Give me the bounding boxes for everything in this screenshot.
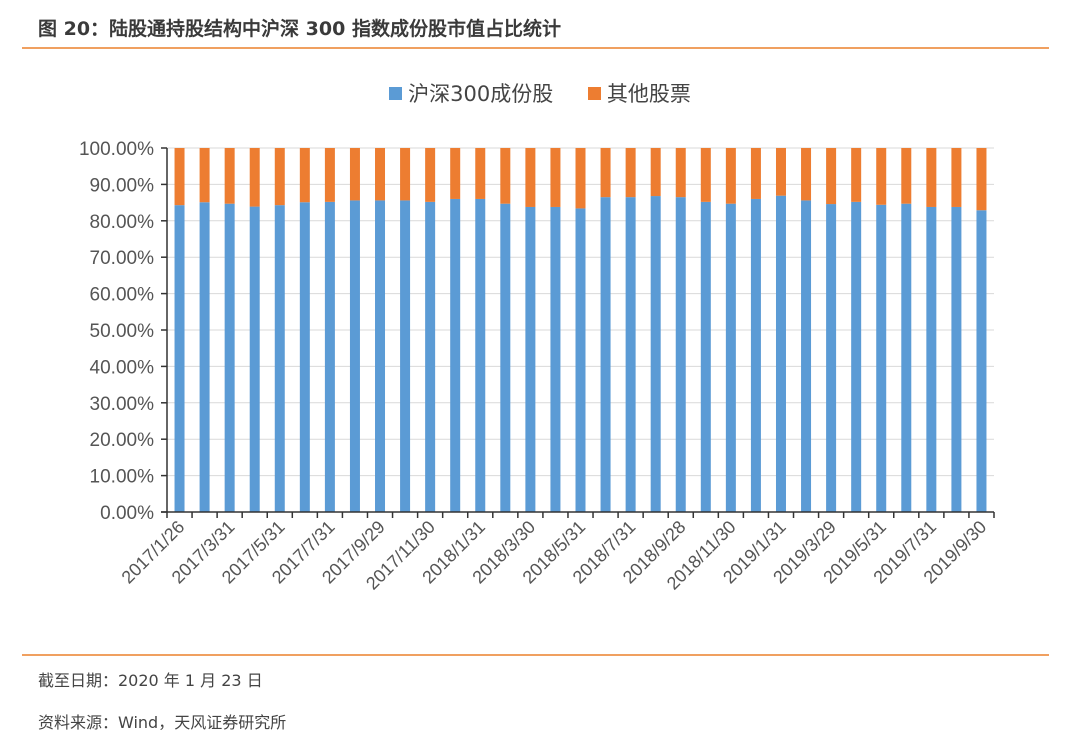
bar-other: [575, 148, 586, 209]
bar-other: [525, 148, 536, 207]
bar-hs300: [926, 206, 937, 512]
bar-hs300: [675, 197, 686, 512]
bar-hs300: [650, 196, 661, 512]
y-tick-label: 20.00%: [90, 430, 155, 451]
y-tick-label: 40.00%: [90, 357, 155, 378]
bar-other: [926, 148, 937, 207]
bar-hs300: [400, 200, 411, 512]
bar-hs300: [775, 195, 786, 512]
bar-other: [224, 148, 235, 204]
y-tick-label: 90.00%: [90, 175, 155, 196]
bar-hs300: [550, 206, 561, 512]
bar-other: [324, 148, 335, 202]
bar-other: [299, 148, 310, 203]
y-tick-label: 30.00%: [90, 394, 155, 415]
chart-legend: 沪深300成份股 其他股票: [0, 78, 1080, 108]
bar-other: [826, 148, 837, 205]
y-tick-label: 60.00%: [90, 285, 155, 306]
bar-hs300: [450, 198, 461, 512]
bar-hs300: [976, 210, 987, 512]
bar-hs300: [750, 198, 761, 512]
bar-hs300: [700, 201, 711, 512]
bar-hs300: [876, 204, 887, 512]
bar-other: [475, 148, 486, 199]
header-rule: [22, 47, 1049, 49]
bar-hs300: [299, 202, 310, 512]
bar-hs300: [951, 206, 962, 512]
bar-other: [550, 148, 561, 207]
y-tick-label: 0.00%: [100, 503, 154, 524]
bar-other: [625, 148, 636, 198]
bar-hs300: [901, 203, 912, 512]
bar-hs300: [324, 201, 335, 512]
bar-hs300: [274, 205, 285, 512]
bar-other: [801, 148, 812, 201]
bar-hs300: [851, 201, 862, 512]
bar-hs300: [625, 197, 636, 512]
bar-other: [274, 148, 285, 206]
bar-other: [375, 148, 386, 201]
bar-other: [876, 148, 887, 205]
figure-title: 图 20：陆股通持股结构中沪深 300 指数成份股市值占比统计: [38, 18, 561, 40]
bar-hs300: [425, 201, 436, 512]
y-tick-label: 100.00%: [79, 139, 154, 160]
bar-other: [675, 148, 686, 198]
bar-other: [650, 148, 661, 197]
bar-other: [500, 148, 511, 204]
bar-hs300: [375, 200, 386, 512]
bar-other: [425, 148, 436, 202]
legend-label-other: 其他股票: [606, 82, 691, 106]
bar-other: [901, 148, 912, 204]
bar-hs300: [801, 200, 812, 512]
bar-hs300: [475, 198, 486, 512]
bar-other: [851, 148, 862, 202]
bar-other: [700, 148, 711, 202]
bar-other: [725, 148, 736, 204]
data-source: 资料来源：Wind，天风证券研究所: [38, 713, 287, 732]
bar-other: [400, 148, 411, 201]
bar-hs300: [575, 208, 586, 512]
legend-label-hs300: 沪深300成份股: [408, 82, 554, 106]
legend-swatch-hs300: [389, 86, 403, 100]
bar-hs300: [500, 203, 511, 512]
y-tick-label: 70.00%: [90, 248, 155, 269]
cutoff-date: 截至日期：2020 年 1 月 23 日: [38, 671, 263, 690]
legend-swatch-other: [587, 86, 601, 100]
bar-hs300: [174, 205, 185, 512]
footer-rule: [22, 654, 1049, 656]
bar-hs300: [725, 203, 736, 512]
legend-item-hs300: 沪深300成份股: [389, 78, 553, 108]
bar-hs300: [525, 206, 536, 512]
bar-other: [951, 148, 962, 207]
bar-hs300: [224, 203, 235, 512]
bar-other: [349, 148, 360, 201]
legend-item-other: 其他股票: [587, 78, 691, 108]
bar-hs300: [349, 200, 360, 512]
bar-other: [750, 148, 761, 199]
bar-other: [450, 148, 461, 199]
bar-hs300: [249, 206, 260, 512]
bar-other: [775, 148, 786, 196]
stacked-bar-chart: 0.00% 10.00% 20.00% 30.00% 40.00% 50.00% 60.00…: [79, 139, 995, 594]
bar-other: [249, 148, 260, 207]
bar-other: [174, 148, 185, 206]
bar-hs300: [826, 204, 837, 512]
y-tick-label: 10.00%: [90, 467, 155, 488]
bar-hs300: [600, 197, 611, 512]
bar-other: [976, 148, 987, 211]
y-tick-label: 80.00%: [90, 212, 155, 233]
bar-other: [600, 148, 611, 198]
bar-other: [199, 148, 210, 203]
y-tick-label: 50.00%: [90, 321, 155, 342]
bar-hs300: [199, 202, 210, 512]
